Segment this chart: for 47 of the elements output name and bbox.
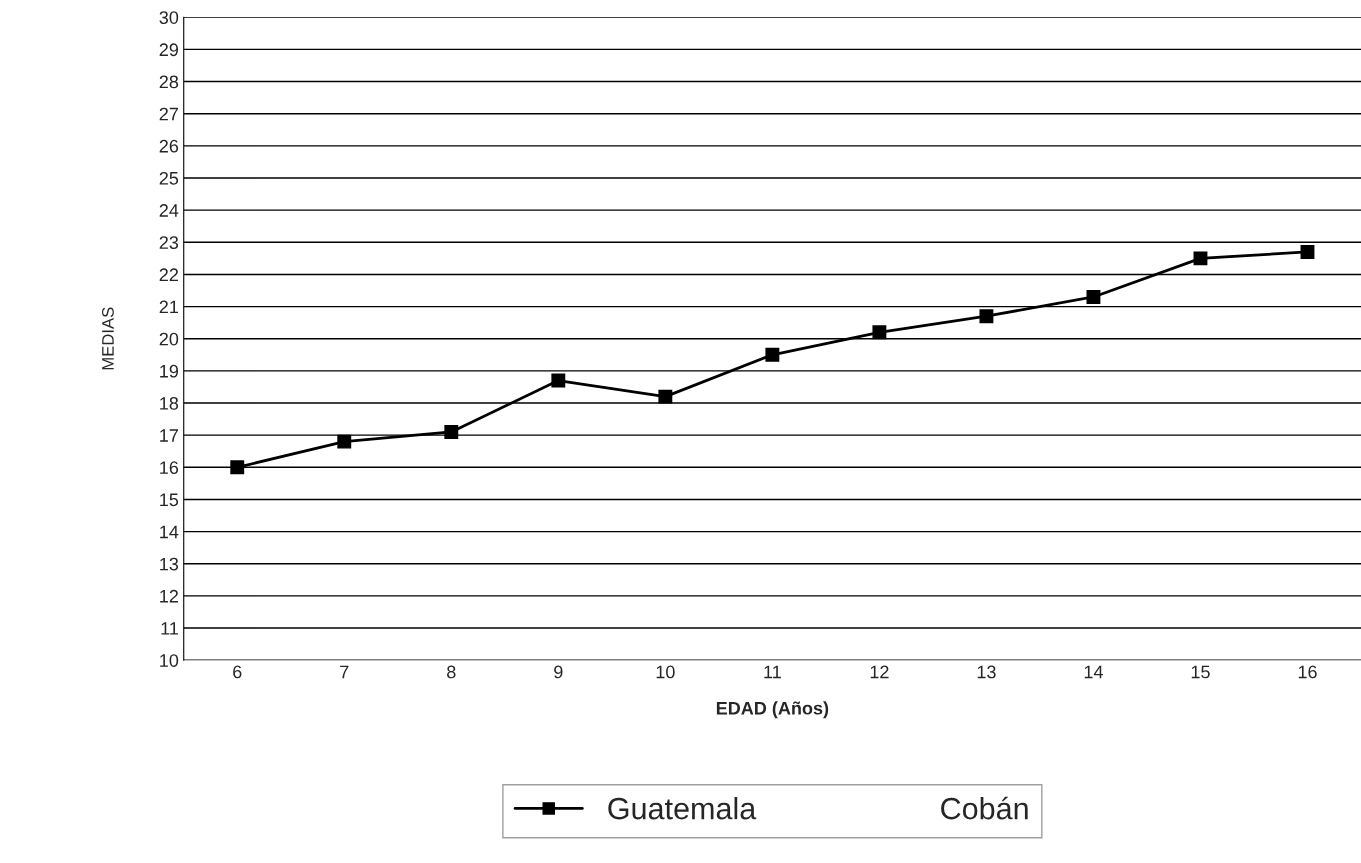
x-tick-label: 16 [1298,665,1317,679]
y-tick-label: 14 [160,525,179,539]
x-tick-label: 8 [447,665,456,679]
y-axis-title: MEDIAS [102,307,114,370]
point [1300,244,1315,259]
y-tick-label: 25 [159,171,179,185]
y-tick-label: 24 [159,204,179,217]
y-tick-label: 19 [160,364,179,378]
y-tick-label: 13 [160,557,179,571]
y-tick-label: 26 [159,139,179,153]
y-tick-label: 29 [159,43,179,57]
y-tick-label: 27 [159,107,178,121]
x-tick-label: 6 [233,665,242,679]
x-tick-label: 14 [1084,665,1103,679]
point [1193,251,1208,266]
x-tick-label: 9 [554,665,563,679]
point [337,434,352,449]
y-tick-label: 23 [159,236,179,250]
legend-label: Guatemala [608,796,757,820]
point [765,347,780,362]
point [979,309,994,324]
y-tick-label: 10 [160,654,179,667]
y-tick-label: 11 [161,622,178,635]
point [872,325,887,340]
x-tick-label: 7 [340,665,349,679]
point [230,460,245,475]
x-tick-label: 12 [870,665,889,679]
y-tick-label: 21 [159,300,178,314]
point [444,425,459,439]
y-tick-label: 12 [160,589,178,603]
x-tick-label: 15 [1191,665,1210,679]
y-tick-label: 28 [159,75,179,89]
y-tick-label: 17 [160,429,178,442]
y-tick-label: 18 [160,396,179,410]
x-tick-label: 11 [764,665,781,679]
y-tick-label: 22 [159,268,178,281]
point [551,373,566,388]
point [658,389,673,404]
x-tick-label: 13 [977,665,996,679]
y-tick-label: 15 [160,493,179,507]
y-tick-label: 16 [160,461,179,475]
x-axis-title: EDAD (Años) [716,701,829,719]
x-tick-label: 10 [656,665,675,679]
text: Cobán [941,796,1028,820]
point [1086,289,1101,304]
y-tick-label: 20 [159,332,179,346]
y-tick-label: 30 [159,11,179,24]
